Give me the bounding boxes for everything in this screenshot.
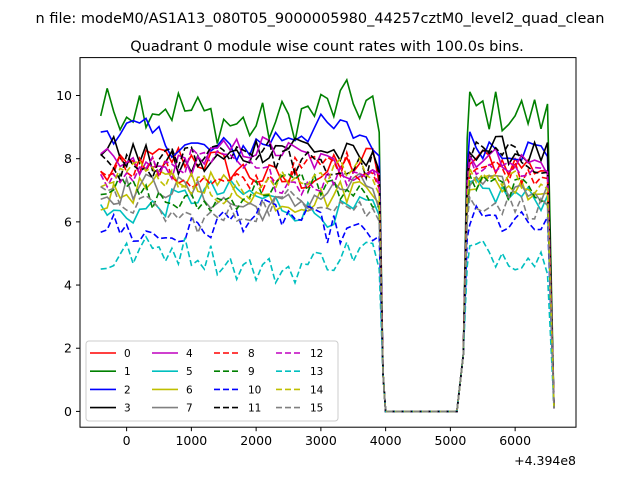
series-line-14 xyxy=(100,156,555,413)
series-line-6 xyxy=(100,169,555,413)
series-line-13 xyxy=(100,235,555,413)
y-axis: 0 2 4 6 8 10 xyxy=(56,88,80,419)
plot-frame xyxy=(79,57,577,428)
y-tick-label: 4 xyxy=(64,278,72,293)
legend-label-15: 15 xyxy=(310,403,323,415)
legend-label-11: 11 xyxy=(248,403,261,415)
legend-label-7: 7 xyxy=(186,403,193,415)
plot-lines xyxy=(99,77,555,413)
legend-label-12: 12 xyxy=(310,348,323,360)
y-tick-label: 2 xyxy=(64,341,72,356)
y-tick-label: 8 xyxy=(64,151,72,166)
x-tick-label: 5000 xyxy=(434,433,466,448)
legend-label-10: 10 xyxy=(248,384,261,396)
series-line-15 xyxy=(100,186,555,413)
series-line-12 xyxy=(99,146,555,413)
legend-label-5: 5 xyxy=(186,366,193,378)
series-line-1 xyxy=(99,77,555,413)
x-tick-label: 6000 xyxy=(499,433,531,448)
legend-label-2: 2 xyxy=(124,384,131,396)
legend-frame xyxy=(85,340,339,422)
x-tick-label: 4000 xyxy=(370,433,402,448)
x-tick-label: 3000 xyxy=(305,433,337,448)
legend-label-6: 6 xyxy=(186,384,193,396)
legend-label-4: 4 xyxy=(186,348,193,360)
series-line-9 xyxy=(100,172,555,413)
x-tick-label: 2000 xyxy=(240,433,272,448)
series-line-3 xyxy=(100,134,555,413)
y-tick-label: 6 xyxy=(64,214,72,229)
legend-label-0: 0 xyxy=(124,348,131,360)
x-tick-label: 1000 xyxy=(175,433,207,448)
y-tick-label: 0 xyxy=(64,404,72,419)
series-line-8 xyxy=(100,149,555,413)
y-tick-label: 10 xyxy=(56,88,72,103)
x-offset-label: +4.394e8 xyxy=(514,453,576,468)
x-axis: 0 1000 2000 3000 4000 5000 6000 xyxy=(123,427,531,448)
series-line-0 xyxy=(100,145,555,413)
legend-label-1: 1 xyxy=(124,366,131,378)
x-tick-label: 0 xyxy=(123,433,131,448)
legend-label-3: 3 xyxy=(124,403,131,415)
figure-suptitle: n file: modeM0/AS1A13_080T05_9000005980_… xyxy=(36,11,605,27)
legend-label-9: 9 xyxy=(248,366,255,378)
series-line-10 xyxy=(100,197,555,413)
legend-label-14: 14 xyxy=(310,384,324,396)
legend-label-8: 8 xyxy=(248,348,255,360)
series-line-11 xyxy=(100,138,555,413)
chart-title: Quadrant 0 module wise count rates with … xyxy=(130,39,524,55)
series-line-4 xyxy=(100,135,555,413)
legend-label-13: 13 xyxy=(310,366,323,378)
